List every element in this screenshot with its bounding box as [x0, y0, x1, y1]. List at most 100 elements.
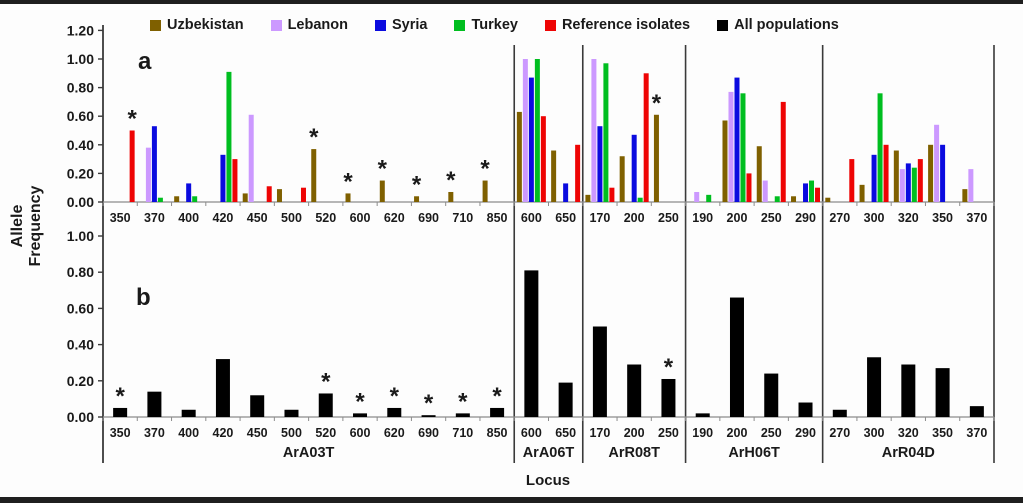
legend-label: Syria — [391, 17, 428, 33]
bar-b-ArA03T-690-all-populations — [421, 415, 436, 417]
x-tick-label-b: 850 — [487, 426, 508, 440]
bar-a-ArA03T-350-reference-isolates — [129, 130, 135, 202]
x-tick-label-a: 290 — [795, 211, 816, 225]
bar-a-ArH06T-290-reference-isolates — [815, 187, 821, 202]
x-tick-label-a: 350 — [932, 211, 953, 225]
legend-item-lebanon: Lebanon — [270, 17, 348, 33]
bar-a-ArA03T-420-syria — [220, 154, 226, 202]
y-tick-label: 1.20 — [67, 22, 94, 38]
significance-star-b: * — [115, 383, 125, 410]
significance-star-b: * — [390, 383, 400, 410]
y-tick-label: 0.60 — [67, 108, 94, 124]
bar-a-ArA03T-420-turkey — [226, 71, 232, 203]
bar-b-ArA03T-420-all-populations — [215, 359, 230, 417]
locus-group-label: ArA06T — [523, 445, 575, 461]
bar-a-ArA03T-400-syria — [186, 183, 192, 202]
significance-star-b: * — [355, 388, 365, 415]
x-tick-label-b: 620 — [384, 426, 405, 440]
bar-a-ArH06T-200-uzbekistan — [722, 120, 728, 202]
bar-a-ArH06T-200-syria — [734, 77, 740, 202]
significance-star-a: * — [412, 171, 422, 198]
bar-b-ArA03T-520-all-populations — [318, 393, 333, 417]
bar-a-ArA03T-710-uzbekistan — [448, 191, 454, 202]
x-tick-label-b: 690 — [418, 426, 439, 440]
y-tick-label: 0.00 — [67, 409, 94, 425]
bar-a-ArA06T-600-turkey — [534, 59, 540, 202]
significance-star-b: * — [458, 388, 468, 415]
bar-a-ArR08T-200-turkey — [637, 197, 643, 202]
bar-a-ArA06T-600-uzbekistan — [516, 111, 522, 202]
legend-item-all-populations: All populations — [717, 17, 839, 33]
bar-b-ArA03T-370-all-populations — [147, 391, 162, 417]
legend-swatch-syria — [374, 19, 386, 31]
x-tick-label-a: 850 — [487, 211, 508, 225]
bar-a-ArR04D-320-reference-isolates — [917, 159, 923, 202]
bar-b-ArH06T-250-all-populations — [764, 373, 779, 417]
bar-a-ArR04D-350-lebanon — [934, 124, 940, 202]
bar-a-ArA06T-600-lebanon — [522, 59, 528, 202]
x-tick-label-b: 370 — [144, 426, 165, 440]
bar-b-ArR04D-320-all-populations — [901, 364, 916, 417]
x-tick-label-a: 350 — [110, 211, 131, 225]
x-tick-label-a: 400 — [178, 211, 199, 225]
x-tick-label-b: 270 — [829, 426, 850, 440]
x-tick-label-a: 320 — [898, 211, 919, 225]
bar-a-ArA03T-690-uzbekistan — [414, 196, 420, 202]
y-tick-label: 1.00 — [67, 51, 94, 67]
bar-a-ArR08T-170-syria — [597, 126, 603, 202]
bar-a-ArR04D-320-turkey — [911, 167, 917, 202]
y-tick-label: 0.40 — [67, 137, 94, 153]
bar-a-ArR04D-300-syria — [871, 154, 877, 202]
bar-a-ArH06T-190-turkey — [706, 194, 712, 202]
bar-b-ArA03T-500-all-populations — [284, 409, 299, 417]
bar-a-ArA06T-650-uzbekistan — [551, 150, 557, 202]
bar-b-ArA03T-710-all-populations — [455, 413, 470, 417]
bar-b-ArA03T-350-all-populations — [113, 407, 128, 417]
x-tick-label-a: 600 — [350, 211, 371, 225]
bar-a-ArA03T-420-reference-isolates — [232, 159, 238, 202]
bar-a-ArA03T-370-syria — [151, 126, 157, 202]
y-tick-label: 0.20 — [67, 165, 94, 181]
x-tick-label-b: 650 — [555, 426, 576, 440]
bar-a-ArH06T-200-lebanon — [728, 91, 734, 202]
bar-b-ArR04D-350-all-populations — [935, 368, 950, 417]
x-tick-label-a: 710 — [452, 211, 473, 225]
significance-star-b: * — [664, 354, 674, 381]
bar-a-ArA03T-450-uzbekistan — [242, 193, 248, 202]
bar-a-ArA03T-450-lebanon — [248, 114, 254, 202]
x-tick-label-b: 200 — [624, 426, 645, 440]
bar-a-ArR04D-270-reference-isolates — [849, 159, 855, 202]
locus-group-label: ArR08T — [608, 445, 660, 461]
bar-b-ArR04D-370-all-populations — [969, 406, 984, 417]
x-tick-label-b: 290 — [795, 426, 816, 440]
significance-star-a: * — [343, 168, 353, 195]
x-tick-label-b: 250 — [761, 426, 782, 440]
bar-a-ArA03T-850-uzbekistan — [482, 180, 488, 202]
bar-a-ArR04D-370-lebanon — [968, 169, 974, 202]
bar-b-ArR04D-270-all-populations — [832, 409, 847, 417]
legend-swatch-turkey — [454, 19, 466, 31]
y-tick-label: 0.40 — [67, 337, 94, 353]
panel-a-label: a — [138, 48, 152, 75]
x-tick-label-a: 690 — [418, 211, 439, 225]
legend-label: Lebanon — [287, 17, 348, 33]
bar-b-ArA06T-600-all-populations — [524, 270, 539, 417]
significance-star-b: * — [492, 383, 502, 410]
bar-a-ArA03T-370-turkey — [157, 197, 163, 202]
bar-a-ArH06T-250-reference-isolates — [780, 101, 786, 202]
bar-a-ArA03T-400-uzbekistan — [174, 196, 180, 202]
significance-star-a: * — [480, 156, 490, 183]
x-tick-label-b: 320 — [898, 426, 919, 440]
legend-swatch-all-populations — [717, 19, 729, 31]
legend-swatch-uzbekistan — [150, 19, 161, 31]
bar-a-ArH06T-290-turkey — [809, 180, 815, 202]
bar-a-ArR08T-170-lebanon — [591, 59, 597, 202]
legend-item-reference-isolates: Reference isolates — [544, 17, 690, 33]
bar-a-ArR04D-300-turkey — [877, 93, 883, 202]
bar-b-ArH06T-290-all-populations — [798, 402, 813, 417]
bar-b-ArA03T-850-all-populations — [490, 407, 505, 417]
x-tick-label-a: 370 — [144, 211, 165, 225]
y-tick-label: 0.80 — [67, 264, 94, 280]
x-tick-label-a: 600 — [521, 211, 542, 225]
